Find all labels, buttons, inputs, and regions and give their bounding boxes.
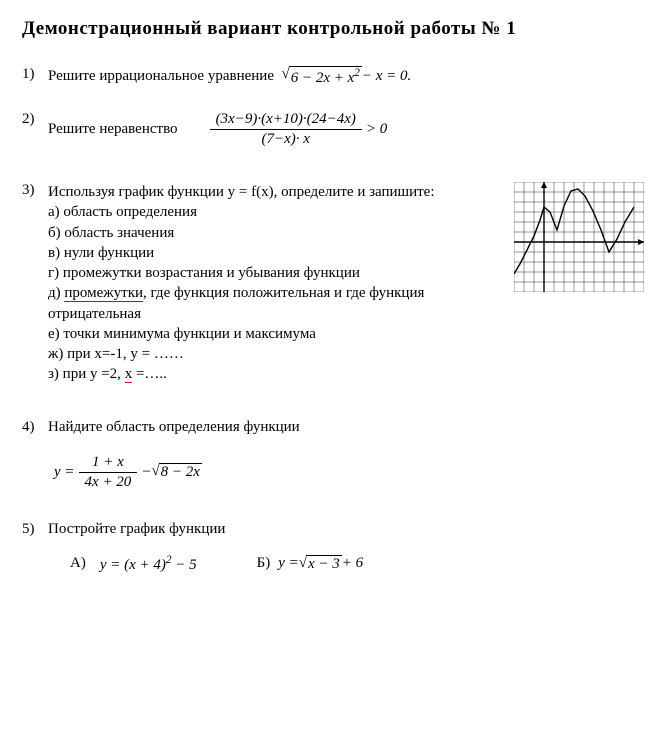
underline-word: промежутки <box>64 286 143 302</box>
frac-denominator: 4x + 20 <box>79 473 138 491</box>
math-lhs: y = <box>278 555 299 572</box>
option-label: А) <box>70 555 86 572</box>
math-expr: y = (x + 4) <box>100 557 166 573</box>
problem-2: 2) Решите неравенство (3x−9)·(x+10)·(24−… <box>22 111 644 148</box>
frac-numerator: (3x−9)·(x+10)·(24−4x) <box>210 111 362 130</box>
problem-number: 1) <box>22 66 44 83</box>
frac-numerator: 1 + x <box>79 454 138 473</box>
math-sqrt: √ 6 − 2x + x2 <box>281 66 361 87</box>
math-lhs: y = <box>54 464 75 481</box>
option-label: Б) <box>257 555 271 572</box>
option-b: Б) y = √ x − 3 + 6 <box>257 555 364 573</box>
option-a: А) y = (x + 4)2 − 5 <box>70 554 197 574</box>
problem-3: 3) Используя график функции y = f(x), оп… <box>22 182 644 385</box>
math-tail: − x = 0. <box>362 68 411 85</box>
problem-text: Используя график функции y = f(x), опред… <box>48 182 500 202</box>
sqrt-arg: 6 − 2x + x <box>291 70 355 86</box>
problem-1: 1) Решите иррациональное уравнение √ 6 −… <box>22 66 644 87</box>
item-b: б) область значения <box>48 223 500 243</box>
problem-5: 5) Постройте график функции А) y = (x + … <box>22 521 644 574</box>
problem-text: Найдите область определения функции <box>48 419 644 436</box>
item-v: в) нули функции <box>48 243 500 263</box>
sqrt-arg: x − 3 <box>306 555 342 573</box>
item-zh: ж) при x=-1, y = …… <box>48 344 500 364</box>
problem-number: 2) <box>22 111 44 128</box>
item-g: г) промежутки возрастания и убывания фун… <box>48 263 500 283</box>
item-z-pre: з) при y =2, <box>48 366 125 382</box>
math-minus: − <box>141 464 151 481</box>
math-fraction: (3x−9)·(x+10)·(24−4x) (7−x)· x <box>210 111 362 148</box>
math-tail: > 0 <box>366 121 387 138</box>
problem-text: Решите иррациональное уравнение <box>48 68 274 85</box>
math-tail: + 6 <box>342 555 363 572</box>
problem-number: 5) <box>22 521 44 538</box>
problem-text: Постройте график функции <box>48 521 644 538</box>
page-title: Демонстрационный вариант контрольной раб… <box>22 18 644 40</box>
problem-number: 4) <box>22 419 44 436</box>
item-d: д) промежутки, где функция положительная… <box>48 283 500 324</box>
item-z-post: =….. <box>132 366 167 382</box>
item-z: з) при y =2, x =….. <box>48 364 500 384</box>
item-a: а) область определения <box>48 202 500 222</box>
item-d-pre: д) <box>48 285 64 301</box>
problem-4: 4) Найдите область определения функции y… <box>22 419 644 491</box>
math-fraction: 1 + x 4x + 20 <box>79 454 138 491</box>
function-graph <box>514 182 644 292</box>
problem-number: 3) <box>22 182 44 199</box>
problem-text: Решите неравенство <box>48 121 178 138</box>
math-sqrt: √ x − 3 <box>299 555 342 573</box>
frac-denominator: (7−x)· x <box>210 130 362 148</box>
math-tail: − 5 <box>172 557 197 573</box>
item-e: е) точки минимума функции и максимума <box>48 324 500 344</box>
sqrt-exp: 2 <box>354 67 360 79</box>
sqrt-arg: 8 − 2x <box>159 463 202 481</box>
math-sqrt: √ 8 − 2x <box>151 463 202 481</box>
